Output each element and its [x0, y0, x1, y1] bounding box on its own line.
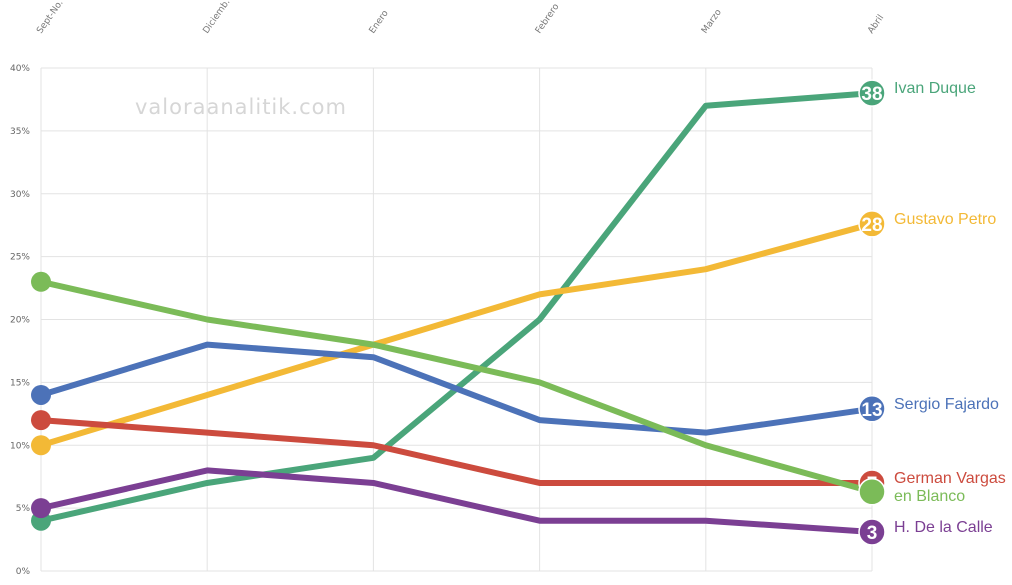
- y-tick-label: 40%: [10, 64, 30, 74]
- start-point: [31, 384, 51, 405]
- y-tick-label: 10%: [10, 441, 30, 451]
- series-name-label: en Blanco: [894, 488, 965, 505]
- watermark: valoraanalitik.com: [135, 95, 347, 119]
- series-line: [38, 278, 875, 495]
- y-tick-label: 25%: [10, 253, 30, 263]
- end-value-label: 13: [861, 400, 882, 421]
- series-line: [38, 467, 875, 536]
- y-tick-label: 20%: [10, 316, 30, 326]
- series-line: [38, 417, 875, 486]
- series-name-label: H. De la Calle: [894, 519, 993, 536]
- x-tick-label: Febrero: [534, 2, 562, 36]
- start-point: [31, 498, 51, 519]
- start-point: [31, 435, 51, 456]
- x-tick-label: Sept-No.: [35, 0, 65, 36]
- y-tick-label: 35%: [10, 127, 30, 137]
- x-tick-label: Marzo: [700, 7, 724, 35]
- start-point: [31, 410, 51, 431]
- end-value-label: 38: [861, 84, 882, 105]
- x-tick-label: Enero: [368, 8, 391, 35]
- markers: 38 Ivan Duque 28 Gustavo Petro 13 Sergio Faja…: [31, 79, 1006, 546]
- y-tick-label: 15%: [10, 378, 30, 388]
- end-value-label: 28: [861, 215, 882, 236]
- end-value-label: 3: [867, 523, 878, 544]
- y-axis: 0% 5% 10% 15% 20% 25% 30% 35% 40%: [10, 64, 30, 577]
- y-tick-label: 5%: [16, 504, 31, 514]
- end-point: [858, 395, 886, 423]
- end-point: [858, 518, 886, 546]
- series-name-label: Sergio Fajardo: [894, 396, 999, 413]
- x-axis: Sept-No. Diciemb. Enero Febrero Marzo Abril: [35, 0, 886, 36]
- series-line: [38, 341, 875, 436]
- end-point: [858, 210, 886, 238]
- end-point: [858, 79, 886, 107]
- x-tick-label: Diciemb.: [201, 0, 232, 36]
- series-name-label: Ivan Duque: [894, 80, 976, 97]
- end-point: [858, 478, 886, 506]
- y-tick-label: 0%: [16, 567, 31, 577]
- start-point: [31, 271, 51, 292]
- series-name-label: Gustavo Petro: [894, 211, 996, 228]
- series-name-label: German Vargas: [894, 470, 1006, 487]
- series: [38, 90, 875, 536]
- x-tick-label: Abril: [866, 13, 886, 36]
- series-line: [38, 220, 875, 449]
- y-tick-label: 30%: [10, 190, 30, 200]
